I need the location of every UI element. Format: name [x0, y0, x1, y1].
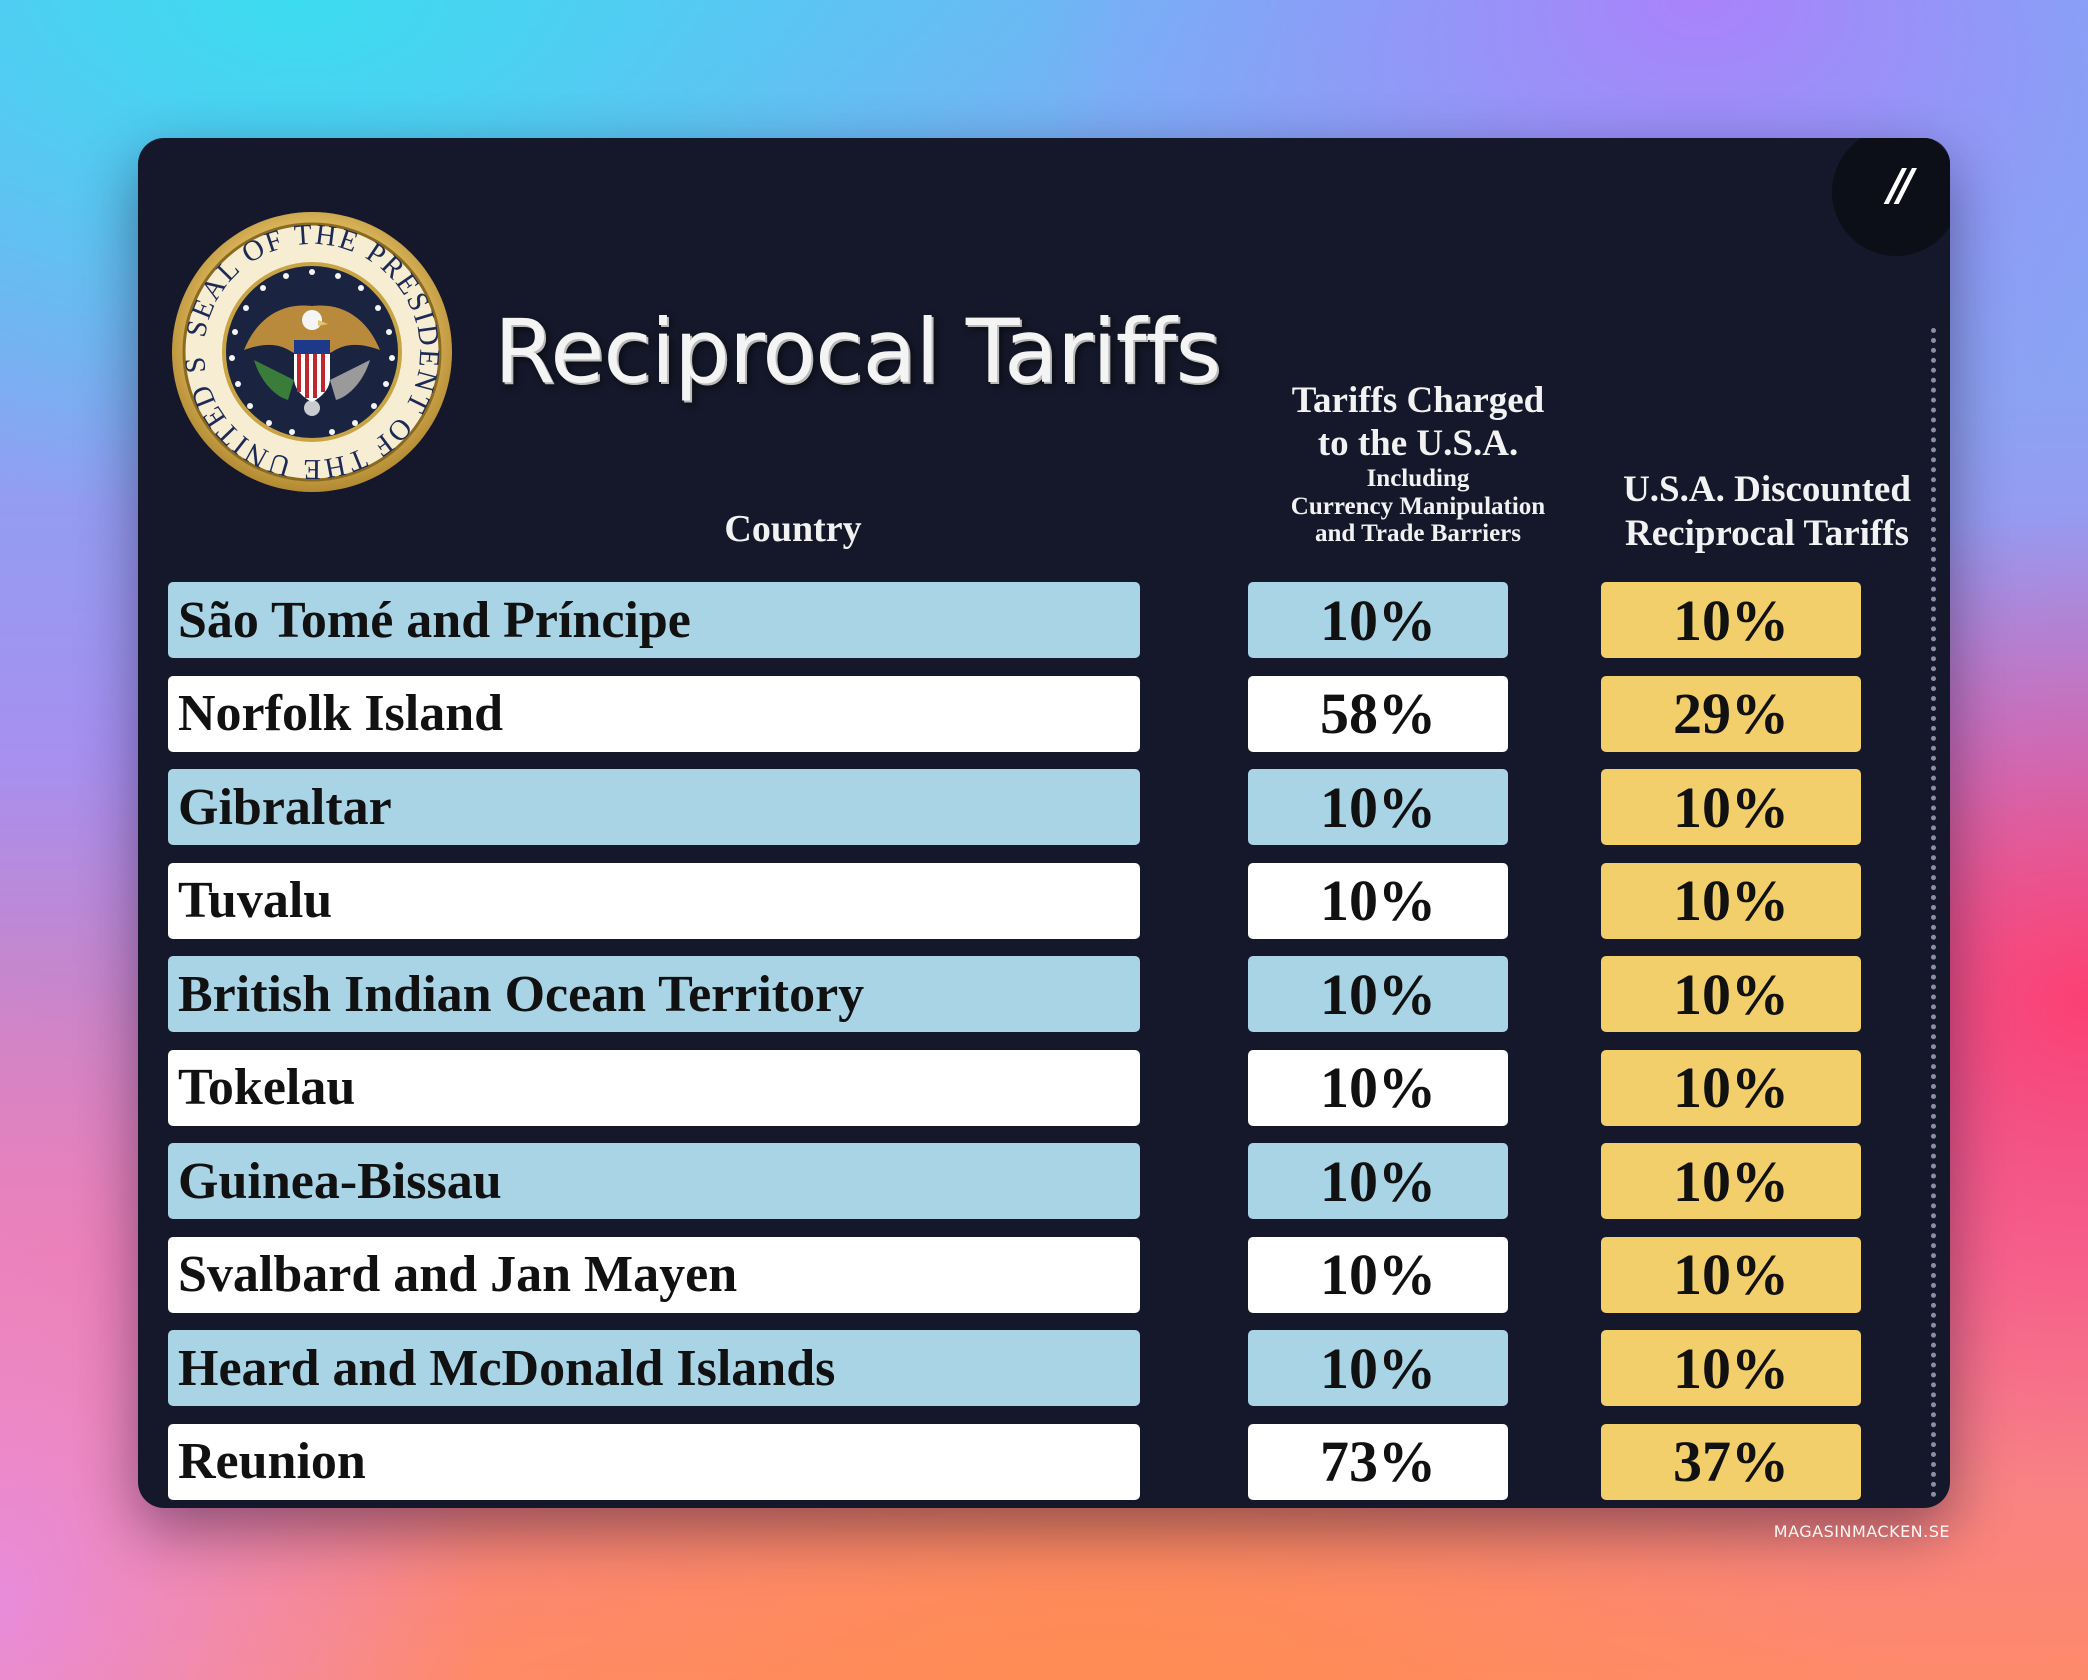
corner-badge [1832, 138, 1950, 256]
country-cell: Tuvalu [168, 862, 1140, 939]
country-cell: Svalbard and Jan Mayen [168, 1236, 1140, 1313]
header-discounted-line2: Reciprocal Tariffs [1625, 512, 1909, 554]
header-charged-sub3: and Trade Barriers [1314, 520, 1521, 548]
header-charged-sub2: Currency Manipulation [1290, 492, 1546, 520]
tariff-card: // SEAL OF THE PRESIDENT OF THE UNITED S… [138, 138, 1950, 1508]
tariff-charged-cell: 10% [1248, 582, 1508, 658]
tariff-charged-cell: 10% [1248, 1330, 1508, 1406]
discounted-tariff-cell: 10% [1601, 1143, 1861, 1219]
country-cell: Heard and McDonald Islands [168, 1330, 1140, 1406]
discounted-tariff-cell: 29% [1601, 675, 1861, 752]
discounted-tariff-cell: 10% [1601, 862, 1861, 939]
country-cell: São Tomé and Príncipe [168, 582, 1140, 658]
tariff-charged-cell: 10% [1248, 769, 1508, 845]
country-cell: Norfolk Island [168, 675, 1140, 752]
country-cell: Tokelau [168, 1049, 1140, 1126]
tariff-charged-cell: 58% [1248, 675, 1508, 752]
discounted-tariff-cell: 10% [1601, 1236, 1861, 1313]
tariff-charged-cell: 10% [1248, 1049, 1508, 1126]
tariff-charged-cell: 10% [1248, 956, 1508, 1032]
header-charged-sub1: Including [1366, 465, 1470, 493]
discounted-tariff-cell: 37% [1601, 1423, 1861, 1500]
header-charged-line1: Tariffs Charged [1291, 380, 1545, 421]
country-cell: British Indian Ocean Territory [168, 956, 1140, 1032]
tariff-charged-cell: 10% [1248, 1236, 1508, 1313]
country-cell: Reunion [168, 1423, 1140, 1500]
column-header-discounted-tariffs: U.S.A. Discounted Reciprocal Tariffs [1532, 468, 1950, 555]
page-title: Reciprocal Tariffs [494, 300, 1221, 403]
card-edge-divider [1931, 328, 1936, 1498]
tariff-charged-cell: 73% [1248, 1423, 1508, 1500]
corner-slash-mark: // [1887, 160, 1914, 211]
country-cell: Gibraltar [168, 769, 1140, 845]
tariff-charged-cell: 10% [1248, 862, 1508, 939]
discounted-tariff-cell: 10% [1601, 1330, 1861, 1406]
discounted-tariff-cell: 10% [1601, 1049, 1861, 1126]
header-discounted-line1: U.S.A. Discounted [1623, 469, 1911, 510]
discounted-tariff-cell: 10% [1601, 582, 1861, 658]
tariff-charged-cell: 10% [1248, 1143, 1508, 1219]
country-cell: Guinea-Bissau [168, 1143, 1140, 1219]
header-charged-line2: to the U.S.A. [1317, 422, 1519, 464]
discounted-tariff-cell: 10% [1601, 956, 1861, 1032]
column-header-country: Country [724, 508, 862, 550]
presidential-seal-icon: SEAL OF THE PRESIDENT OF THE UNITED STAT… [170, 210, 452, 492]
watermark-credit: MAGASINMACKEN.SE [1773, 1522, 1950, 1541]
column-header-tariffs-charged: Tariffs Charged to the U.S.A. Including … [1218, 380, 1618, 548]
discounted-tariff-cell: 10% [1601, 769, 1861, 845]
